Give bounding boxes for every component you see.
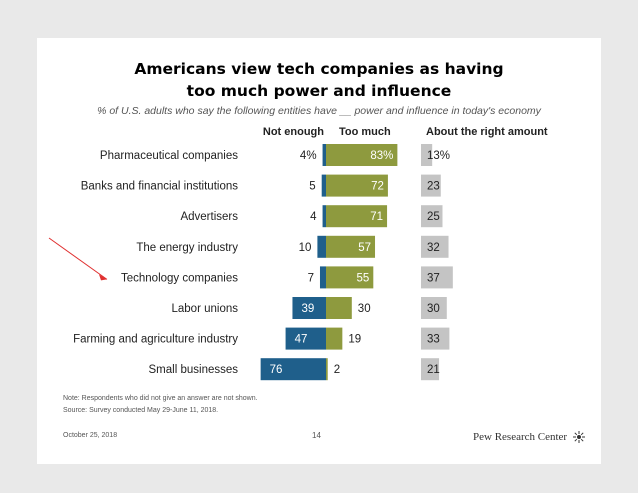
- too-much-bar: [326, 174, 388, 197]
- not-enough-bar: [285, 327, 326, 350]
- not-enough-value: 4: [310, 211, 317, 223]
- source-text: Source: Survey conducted May 29-June 11,…: [63, 407, 219, 414]
- too-much-bar: [326, 358, 328, 381]
- chart-title: Americans view tech companies as having …: [37, 58, 601, 102]
- about-right-bar: [421, 327, 450, 350]
- about-right-bar: [421, 266, 453, 289]
- not-enough-bar: [317, 235, 326, 258]
- not-enough-value: 10: [299, 242, 312, 254]
- category-label: Advertisers: [180, 211, 238, 223]
- category-label: Farming and agriculture industry: [73, 334, 238, 346]
- too-much-value: 71: [370, 211, 383, 223]
- not-enough-bar: [292, 297, 326, 319]
- about-right-value: 23: [427, 181, 440, 193]
- chart-subtitle: % of U.S. adults who say the following e…: [97, 105, 541, 117]
- not-enough-bar: [260, 358, 326, 381]
- not-enough-value: 5: [309, 181, 315, 193]
- too-much-bar: [326, 297, 352, 319]
- about-right-value: 37: [427, 272, 440, 284]
- about-right-value: 30: [427, 303, 440, 315]
- too-much-value: 55: [357, 272, 370, 284]
- footer-date: October 25, 2018: [63, 432, 118, 439]
- category-label: Technology companies: [121, 272, 238, 284]
- category-label: The energy industry: [136, 242, 238, 254]
- category-label: Banks and financial institutions: [81, 181, 239, 193]
- too-much-bar: [326, 327, 343, 350]
- about-right-value: 32: [427, 242, 440, 254]
- too-much-value: 30: [358, 303, 371, 315]
- too-much-bar: [326, 266, 374, 289]
- page-number: 14: [312, 431, 321, 440]
- too-much-value: 72: [371, 181, 384, 193]
- too-much-value: 57: [358, 242, 371, 254]
- not-enough-value: 7: [308, 272, 314, 284]
- header-about-right: About the right amount: [426, 126, 548, 138]
- annotation-arrow-line: [48, 237, 108, 280]
- header-not-enough: Not enough: [263, 126, 324, 138]
- not-enough-bar: [322, 144, 326, 166]
- brand-logo: Pew Research Center: [473, 431, 585, 444]
- about-right-value: 33: [427, 334, 440, 346]
- too-much-value: 83%: [370, 150, 393, 162]
- category-label: Labor unions: [172, 303, 239, 315]
- not-enough-bar: [321, 174, 326, 197]
- about-right-bar: [421, 297, 447, 319]
- about-right-bar: [421, 358, 440, 381]
- too-much-bar: [326, 235, 376, 258]
- too-much-value: 19: [348, 334, 361, 346]
- too-much-value: 2: [334, 364, 340, 376]
- category-label: Pharmaceutical companies: [100, 150, 238, 162]
- about-right-bar: [421, 205, 443, 228]
- not-enough-value: 39: [301, 303, 314, 315]
- not-enough-value: 76: [270, 364, 283, 376]
- about-right-bar: [421, 144, 433, 166]
- not-enough-bar: [322, 205, 326, 228]
- diverging-bar-chart: Not enough Too much About the right amount…: [48, 126, 548, 381]
- header-too-much: Too much: [339, 126, 391, 138]
- category-label: Small businesses: [149, 364, 239, 376]
- about-right-value: 21: [427, 364, 440, 376]
- not-enough-bar: [319, 266, 326, 289]
- about-right-value: 25: [427, 211, 440, 223]
- title-line-2: too much power and influence: [186, 82, 452, 100]
- not-enough-value: 4%: [300, 150, 317, 162]
- about-right-value: 13%: [427, 150, 450, 162]
- slide: Americans view tech companies as having …: [37, 38, 601, 464]
- brand-name: Pew Research Center: [473, 431, 568, 443]
- pew-globe-icon: [572, 431, 585, 444]
- about-right-bar: [421, 174, 441, 197]
- too-much-bar: [326, 205, 388, 228]
- about-right-bar: [421, 235, 449, 258]
- too-much-bar: [326, 144, 398, 166]
- title-line-1: Americans view tech companies as having: [134, 60, 504, 78]
- annotation-arrow-head: [99, 274, 107, 281]
- note-text: Note: Respondents who did not give an an…: [63, 395, 258, 402]
- not-enough-value: 47: [295, 334, 308, 346]
